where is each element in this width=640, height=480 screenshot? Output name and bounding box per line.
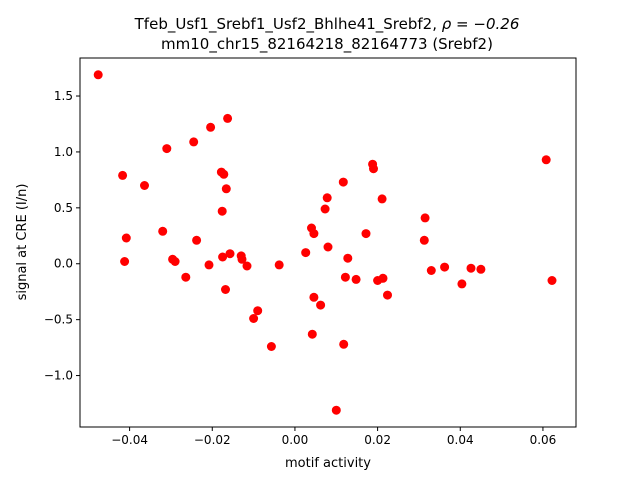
chart-title-prefix: Tfeb_Usf1_Srebf1_Usf2_Bhlhe41_Srebf2, — [134, 15, 442, 34]
data-point — [218, 252, 228, 262]
data-point — [223, 113, 233, 123]
data-point — [343, 253, 353, 263]
data-point — [217, 206, 227, 216]
chart-title-line2: mm10_chr15_82164218_82164773 (Srebf2) — [161, 35, 493, 54]
data-point — [476, 264, 486, 274]
data-point — [158, 226, 168, 236]
data-point — [266, 342, 276, 351]
data-point — [162, 144, 172, 154]
y-tick-label: −1.0 — [44, 369, 73, 383]
x-tick-label: −0.04 — [111, 433, 148, 447]
y-tick-label: 1.0 — [54, 145, 73, 159]
y-axis-ticks: −1.0 −0.5 0.0 0.5 1.0 1.5 — [44, 89, 80, 383]
data-point — [323, 242, 333, 252]
data-point — [221, 184, 231, 194]
data-point — [541, 155, 551, 165]
x-axis-label: motif activity — [285, 456, 371, 471]
data-point — [253, 306, 263, 316]
data-point — [378, 273, 388, 283]
data-point — [440, 262, 450, 272]
data-point — [219, 169, 229, 179]
data-point — [121, 233, 131, 243]
data-point — [361, 229, 371, 239]
chart-title-line1: Tfeb_Usf1_Srebf1_Usf2_Bhlhe41_Srebf2, ρ … — [134, 15, 520, 34]
data-point — [320, 204, 330, 214]
data-point — [457, 279, 467, 289]
x-tick-label: 0.04 — [447, 433, 474, 447]
plot-frame — [79, 57, 577, 428]
data-point — [225, 249, 235, 259]
data-point — [322, 193, 332, 203]
data-point — [237, 254, 247, 264]
chart-title-rho: ρ = −0.26 — [442, 15, 520, 33]
x-tick-label: −0.02 — [194, 433, 231, 447]
data-point — [181, 272, 191, 282]
data-point — [340, 272, 350, 282]
data-point — [249, 314, 259, 323]
data-point — [466, 263, 476, 273]
data-point — [309, 229, 319, 239]
data-points — [93, 70, 557, 415]
data-point — [170, 257, 180, 266]
data-point — [351, 274, 361, 284]
data-point — [419, 235, 429, 245]
data-point — [221, 285, 230, 294]
data-point — [93, 70, 103, 80]
data-point — [547, 276, 557, 285]
x-tick-label: 0.02 — [364, 433, 391, 447]
data-point — [420, 213, 430, 223]
x-axis-ticks: −0.04 −0.02 0.00 0.02 0.04 0.06 — [111, 427, 556, 447]
y-tick-label: 0.0 — [54, 257, 73, 271]
data-point — [307, 329, 317, 339]
data-point — [426, 266, 436, 275]
data-point — [316, 300, 326, 310]
y-axis-label: signal at CRE (I/n) — [15, 184, 30, 301]
data-point — [369, 164, 378, 174]
data-point — [120, 257, 130, 266]
y-tick-label: 0.5 — [54, 201, 73, 215]
data-point — [242, 261, 252, 271]
x-tick-label: 0.00 — [282, 433, 309, 447]
data-point — [274, 260, 284, 270]
data-point — [309, 292, 319, 302]
data-point — [118, 170, 128, 180]
data-point — [338, 177, 348, 187]
y-tick-label: −0.5 — [44, 313, 73, 327]
y-tick-label: 1.5 — [54, 89, 73, 103]
data-point — [189, 137, 199, 147]
x-tick-label: 0.06 — [530, 433, 557, 447]
data-point — [301, 248, 311, 258]
data-point — [140, 181, 149, 190]
data-point — [192, 235, 202, 245]
data-point — [206, 122, 216, 132]
data-point — [377, 194, 387, 204]
data-point — [204, 260, 214, 270]
data-point — [331, 405, 341, 415]
data-point — [339, 339, 349, 349]
data-point — [383, 290, 392, 300]
